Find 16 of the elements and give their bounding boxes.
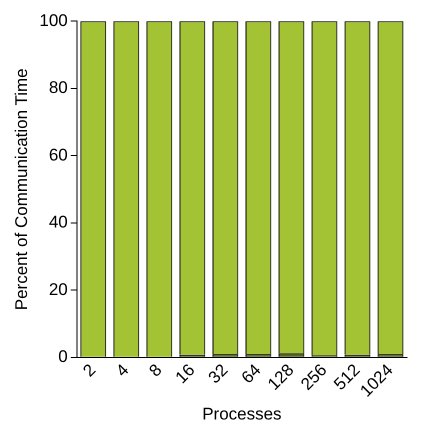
x-tick-label: 32 (204, 360, 232, 388)
x-tick-label: 4 (112, 360, 132, 380)
x-tick-label: 2 (79, 360, 100, 380)
y-tick-label: 80 (48, 78, 68, 98)
y-tick-label: 40 (48, 212, 68, 232)
x-tick-label: 64 (238, 360, 265, 388)
y-tick-label: 60 (48, 145, 68, 164)
x-tick-label: 256 (297, 360, 331, 394)
y-axis-title: Percent of Communication Time (12, 68, 31, 310)
y-tick-label: 0 (58, 347, 68, 366)
y-tick-label: 20 (48, 280, 68, 299)
x-axis-title: Processes (202, 404, 282, 424)
x-tick-label: 128 (264, 360, 298, 394)
y-tick-label: 100 (39, 10, 68, 30)
x-tick-label: 16 (172, 360, 198, 388)
x-tick-label: 8 (145, 360, 166, 380)
